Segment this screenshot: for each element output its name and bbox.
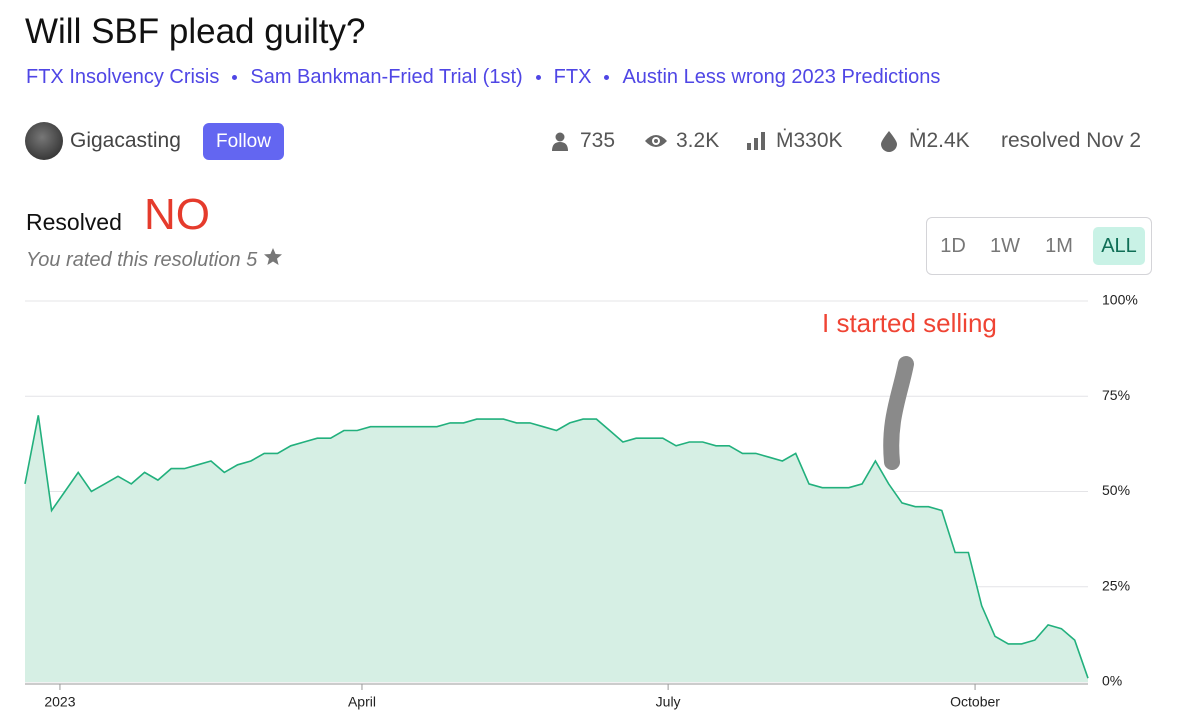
range-button[interactable]: 1W xyxy=(990,235,1020,257)
tags: FTX Insolvency Crisis Sam Bankman-Fried T… xyxy=(26,66,940,89)
tag-link[interactable]: Sam Bankman-Fried Trial (1st) xyxy=(250,66,523,88)
resolved-outcome: NO xyxy=(144,190,210,239)
area xyxy=(25,415,1088,682)
range-button[interactable]: ALL xyxy=(1093,227,1145,265)
volume: Ṁ330K xyxy=(776,129,843,152)
icon-liquidity xyxy=(881,131,897,152)
annotation-marker xyxy=(883,356,914,470)
y-tick-label: 75% xyxy=(1102,387,1130,403)
y-tick-label: 100% xyxy=(1102,292,1138,308)
y-tick-label: 50% xyxy=(1102,482,1130,498)
x-tick-label: April xyxy=(348,694,376,710)
resolved-date: resolved Nov 2 xyxy=(1001,129,1142,152)
tag-separator xyxy=(232,75,238,80)
avatar[interactable] xyxy=(25,122,63,160)
tag-link[interactable]: FTX xyxy=(553,66,592,88)
range-button[interactable]: 1D xyxy=(940,235,966,257)
tag-link[interactable]: FTX Insolvency Crisis xyxy=(26,66,220,88)
liquidity: Ṁ2.4K xyxy=(909,129,970,152)
icon-views xyxy=(645,135,667,147)
x-tick-label: July xyxy=(656,694,681,710)
star-icon xyxy=(263,248,282,265)
y-tick-label: 25% xyxy=(1102,577,1130,593)
range-button[interactable]: 1M xyxy=(1045,235,1073,257)
icon-volume xyxy=(747,132,765,150)
traders: 735 xyxy=(580,129,616,152)
rating: You rated this resolution 5 xyxy=(26,247,283,272)
tag-separator xyxy=(535,75,541,80)
x-tick-label: 2023 xyxy=(44,694,75,710)
title: Will SBF plead guilty? xyxy=(25,12,366,51)
x-tick-label: October xyxy=(950,694,1000,710)
annotation: I started selling xyxy=(822,308,997,338)
views: 3.2K xyxy=(676,129,720,152)
y-tick-label: 0% xyxy=(1102,673,1122,689)
rating-text: You rated this resolution 5 xyxy=(26,249,258,271)
line xyxy=(24,415,1089,679)
tag-link[interactable]: Austin Less wrong 2023 Predictions xyxy=(622,66,941,88)
follow-button[interactable]: Follow xyxy=(203,123,284,160)
tag-separator xyxy=(604,75,610,80)
author[interactable]: Gigacasting xyxy=(70,129,181,152)
icon-traders xyxy=(552,132,568,151)
range-selector: 1D 1W 1M ALL xyxy=(926,217,1152,275)
resolved-label: Resolved xyxy=(26,209,122,235)
